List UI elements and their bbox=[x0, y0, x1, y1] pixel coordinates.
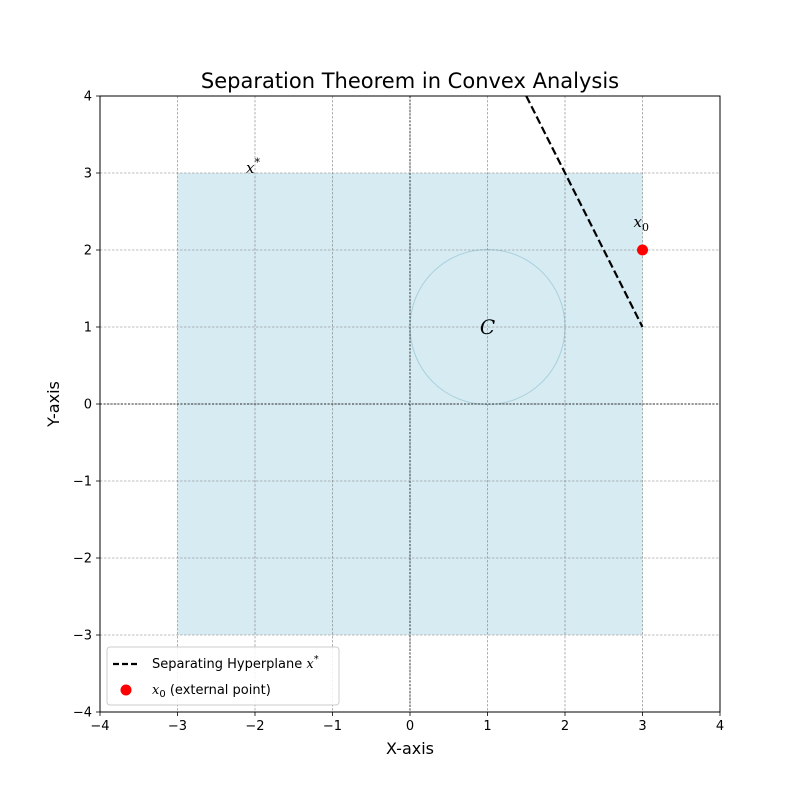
y-tick-label: −4 bbox=[73, 706, 92, 721]
y-tick-label: −2 bbox=[73, 552, 92, 567]
y-tick-label: −3 bbox=[73, 629, 92, 644]
y-tick-label: 4 bbox=[84, 90, 92, 105]
y-tick-label: 2 bbox=[84, 244, 92, 259]
reference-lines bbox=[100, 96, 720, 712]
annotations: x* x0 C bbox=[246, 156, 649, 339]
legend-box bbox=[106, 646, 340, 706]
legend: Separating Hyperplane x* x0 (external poi… bbox=[106, 646, 340, 706]
x-tick-label: 1 bbox=[483, 719, 491, 734]
external-point-marker bbox=[637, 244, 648, 256]
x-tick-label: 3 bbox=[638, 719, 646, 734]
series-layer bbox=[525, 95, 648, 328]
y-tick-label: 3 bbox=[84, 167, 92, 182]
x-axis-label: X-axis bbox=[386, 739, 434, 758]
y-tick-label: 1 bbox=[84, 321, 92, 336]
x-tick-label: −2 bbox=[245, 719, 264, 734]
x-tick-label: −3 bbox=[168, 719, 187, 734]
chart-title: Separation Theorem in Convex Analysis bbox=[201, 69, 619, 93]
legend-hyperplane-label: Separating Hyperplane x* bbox=[152, 654, 319, 672]
hyperplane-annotation: x* bbox=[246, 156, 260, 177]
external-point-annotation: x0 bbox=[634, 213, 649, 234]
y-tick-label: −1 bbox=[73, 475, 92, 490]
y-tick-label: 0 bbox=[84, 398, 92, 413]
x-tick-label: 0 bbox=[406, 719, 414, 734]
x-tick-label: −4 bbox=[90, 719, 109, 734]
x-tick-label: −1 bbox=[323, 719, 342, 734]
x-tick-label: 4 bbox=[716, 719, 724, 734]
x-tick-label: 2 bbox=[561, 719, 569, 734]
legend-point-label: x0 (external point) bbox=[152, 683, 271, 700]
ticks: −4 −3 −2 −1 0 1 2 3 4 −4 −3 −2 −1 0 1 2 3 4 bbox=[73, 90, 724, 735]
y-axis-label: Y-axis bbox=[44, 381, 63, 428]
convex-set-label: C bbox=[480, 315, 495, 339]
hyperplane-line bbox=[525, 95, 644, 328]
legend-point-swatch bbox=[120, 684, 132, 696]
